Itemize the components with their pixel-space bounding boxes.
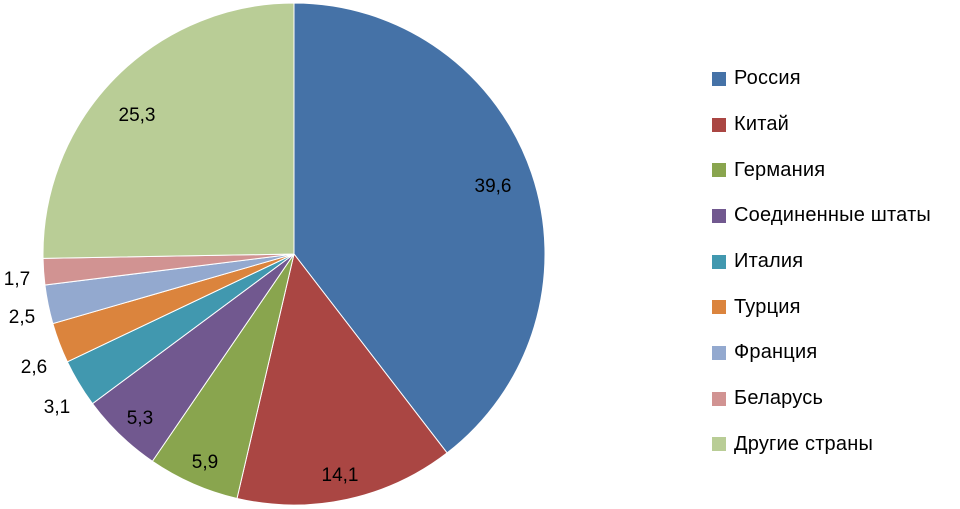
legend-swatch bbox=[712, 437, 726, 452]
legend-label: Турция bbox=[734, 295, 801, 318]
legend-item: Турция bbox=[712, 284, 931, 330]
legend-swatch bbox=[712, 300, 726, 315]
legend-swatch bbox=[712, 345, 726, 360]
data-label-9: 25,3 bbox=[119, 105, 156, 126]
data-label-7: 2,5 bbox=[9, 307, 35, 328]
legend-swatch bbox=[712, 391, 726, 406]
legend-swatch bbox=[712, 117, 726, 132]
data-label-4: 5,3 bbox=[127, 408, 153, 429]
legend-item: Италия bbox=[712, 239, 931, 285]
legend-item: Германия bbox=[712, 147, 931, 193]
legend-item: Китай bbox=[712, 102, 931, 148]
legend-label: Беларусь bbox=[734, 387, 824, 410]
data-label-2: 14,1 bbox=[322, 465, 359, 486]
pie-slice-9 bbox=[42, 2, 295, 259]
legend-label: Другие страны bbox=[734, 432, 874, 455]
legend-swatch bbox=[712, 208, 726, 223]
legend-item: Франция bbox=[712, 330, 931, 376]
legend-label: Китай bbox=[734, 113, 790, 136]
data-label-5: 3,1 bbox=[44, 397, 70, 418]
pie-slice-1 bbox=[293, 2, 546, 454]
legend-label: Соединенные штаты bbox=[734, 204, 932, 227]
pie-slice-2 bbox=[236, 252, 448, 506]
legend-item: Беларусь bbox=[712, 376, 931, 422]
pie-data-labels: 39,6 14,1 5,9 5,3 3,1 2,6 2,5 1,7 25,3 bbox=[4, 105, 512, 486]
legend-swatch bbox=[712, 71, 726, 86]
data-label-6: 2,6 bbox=[21, 357, 47, 378]
legend-item: Россия bbox=[712, 56, 931, 102]
data-label-1: 39,6 bbox=[475, 176, 512, 197]
legend-label: Италия bbox=[734, 250, 804, 273]
legend-item: Соединенные штаты bbox=[712, 193, 931, 239]
pie-slices bbox=[42, 2, 546, 506]
data-label-8: 1,7 bbox=[4, 269, 30, 290]
legend-swatch bbox=[712, 254, 726, 269]
legend: Россия Китай Германия Соединенные штаты Итал… bbox=[712, 56, 931, 467]
legend-label: Германия bbox=[734, 158, 826, 181]
legend-item: Другие страны bbox=[712, 422, 931, 468]
legend-label: Россия bbox=[734, 67, 801, 90]
legend-swatch bbox=[712, 163, 726, 178]
legend-label: Франция bbox=[734, 341, 818, 364]
data-label-3: 5,9 bbox=[192, 452, 218, 473]
